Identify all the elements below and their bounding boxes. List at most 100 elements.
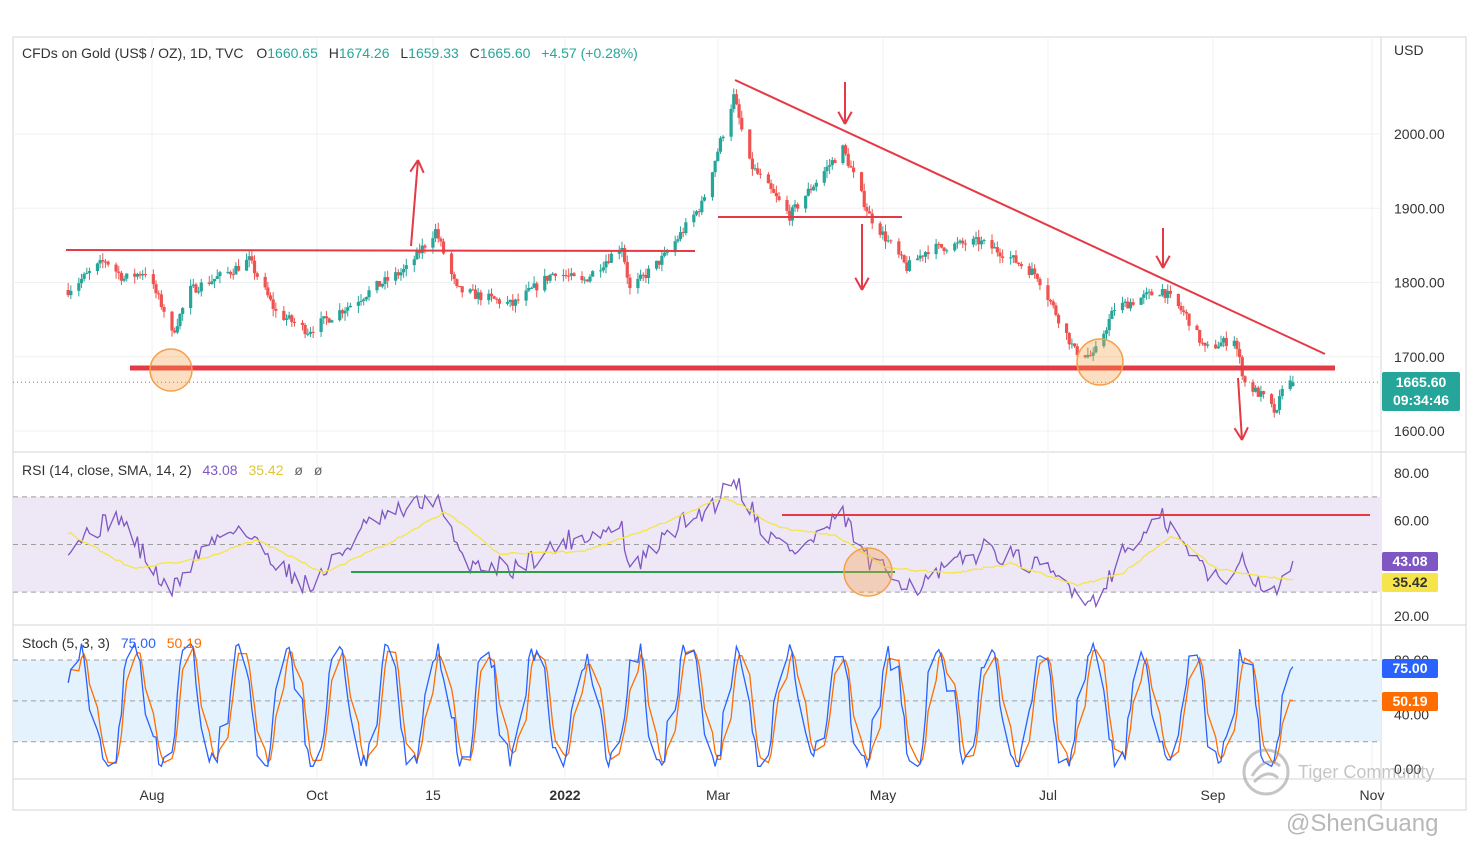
candle-body bbox=[772, 188, 776, 193]
stoch-k-line[interactable] bbox=[67, 641, 1294, 769]
down-arrow-breakdown[interactable] bbox=[854, 224, 870, 291]
price-tag-value: 1665.60 bbox=[1395, 374, 1447, 390]
candle-body bbox=[197, 291, 201, 293]
candle-body bbox=[1131, 302, 1135, 305]
chart-grid bbox=[12, 36, 1467, 811]
candle-body bbox=[396, 272, 400, 276]
stoch-series[interactable] bbox=[67, 641, 1294, 769]
candle-body bbox=[1203, 342, 1207, 346]
candle-body bbox=[364, 297, 368, 300]
down-arrow-peak-2[interactable] bbox=[1155, 228, 1171, 269]
down-arrow-peak-2-head-b[interactable] bbox=[1162, 255, 1171, 269]
candle-body bbox=[508, 299, 512, 303]
time-tick-label: Jul bbox=[1039, 787, 1057, 803]
candle-body bbox=[527, 288, 531, 291]
rsi-sma-tag: 35.42 bbox=[1382, 573, 1438, 592]
candle-body bbox=[471, 289, 475, 291]
candle-body bbox=[460, 286, 464, 293]
down-arrow-peak-1[interactable] bbox=[837, 82, 853, 125]
candle-body bbox=[1104, 330, 1109, 334]
highlight-circle[interactable] bbox=[149, 348, 193, 392]
candlestick-series[interactable] bbox=[13, 88, 1381, 418]
candle-body bbox=[859, 172, 864, 191]
candle-body bbox=[1001, 256, 1005, 258]
candle-body bbox=[420, 245, 424, 254]
candle-body bbox=[889, 240, 893, 242]
down-arrow-breakdown-head-b[interactable] bbox=[861, 277, 870, 291]
candle-body bbox=[657, 260, 661, 265]
rsi-sma-line[interactable] bbox=[67, 497, 1294, 587]
rsi-legend[interactable]: RSI (14, close, SMA, 14, 2) 43.08 35.42 … bbox=[22, 462, 322, 478]
candle-body bbox=[505, 302, 510, 304]
down-arrow-target[interactable] bbox=[1233, 377, 1249, 441]
up-arrow[interactable] bbox=[409, 159, 425, 247]
down-arrow-peak-2-head-a[interactable] bbox=[1155, 255, 1164, 269]
candle-body bbox=[1147, 291, 1151, 293]
candle-body bbox=[154, 284, 158, 294]
rsi-tick-label: 80.00 bbox=[1394, 465, 1429, 481]
stoch-legend[interactable]: Stoch (5, 3, 3) 75.00 50.19 bbox=[22, 635, 202, 651]
down-arrow-target-shaft[interactable] bbox=[1237, 377, 1243, 441]
down-arrow-peak-1-head-b[interactable] bbox=[844, 111, 853, 125]
candle-body bbox=[881, 231, 885, 235]
time-tick-label: Sep bbox=[1201, 787, 1226, 803]
candle-body bbox=[1038, 278, 1042, 286]
price-tick-label: 1700.00 bbox=[1394, 349, 1445, 365]
candle-body bbox=[303, 324, 307, 335]
candle-body bbox=[497, 299, 502, 304]
candle-body bbox=[1182, 310, 1186, 313]
candle-body bbox=[327, 318, 331, 323]
candle-body bbox=[79, 278, 84, 284]
candle-body bbox=[990, 240, 994, 249]
candle-body bbox=[918, 255, 922, 259]
highlight-circle[interactable] bbox=[843, 547, 893, 597]
up-arrow-head-a[interactable] bbox=[417, 159, 425, 174]
rsi-series[interactable] bbox=[67, 477, 1294, 609]
down-arrow-breakdown-head-a[interactable] bbox=[854, 277, 863, 291]
up-arrow-shaft[interactable] bbox=[410, 159, 419, 247]
candle-body bbox=[1070, 343, 1074, 345]
candle-body bbox=[716, 151, 720, 161]
candle-body bbox=[449, 253, 454, 275]
candle-body bbox=[1142, 294, 1146, 298]
candle-body bbox=[713, 160, 717, 173]
candle-body bbox=[1009, 257, 1013, 259]
candle-body bbox=[604, 261, 608, 268]
candle-body bbox=[945, 250, 949, 252]
candle-body bbox=[359, 300, 363, 303]
stoch-d-line[interactable] bbox=[67, 645, 1294, 765]
candle-body bbox=[228, 271, 233, 275]
candle-body bbox=[673, 241, 677, 253]
candle-body bbox=[580, 276, 584, 281]
candle-body bbox=[551, 273, 555, 275]
candle-body bbox=[1019, 263, 1023, 267]
candle-body bbox=[117, 271, 121, 273]
drawing-annotations[interactable] bbox=[65, 79, 1370, 597]
candle-body bbox=[231, 274, 235, 276]
candle-body bbox=[804, 195, 808, 209]
candle-body bbox=[1110, 310, 1114, 320]
candle-body bbox=[865, 207, 869, 212]
candle-body bbox=[452, 274, 456, 280]
candle-body bbox=[1075, 346, 1079, 356]
stoch-k-tag: 75.00 bbox=[1382, 659, 1438, 678]
candle-body bbox=[66, 289, 70, 296]
main-legend[interactable]: CFDs on Gold (US$ / OZ), 1D, TVC O1660.6… bbox=[22, 45, 638, 61]
candle-body bbox=[436, 229, 440, 239]
candle-body bbox=[545, 275, 549, 281]
candle-body bbox=[660, 255, 664, 265]
descending-trendline[interactable] bbox=[734, 79, 1326, 355]
up-arrow-head-b[interactable] bbox=[409, 159, 419, 173]
candle-body bbox=[585, 279, 589, 282]
candle-body bbox=[218, 272, 222, 277]
candle-body bbox=[473, 289, 478, 299]
candle-body bbox=[103, 261, 108, 263]
highlight-circle[interactable] bbox=[1076, 338, 1124, 386]
resistance-line-2021[interactable] bbox=[65, 249, 696, 252]
down-arrow-target-head-a[interactable] bbox=[1233, 427, 1243, 441]
candle-body bbox=[1072, 343, 1077, 347]
candle-body bbox=[1198, 330, 1202, 343]
down-arrow-target-head-b[interactable] bbox=[1241, 426, 1249, 441]
candle-body bbox=[729, 108, 733, 137]
down-arrow-peak-1-head-a[interactable] bbox=[837, 111, 846, 125]
